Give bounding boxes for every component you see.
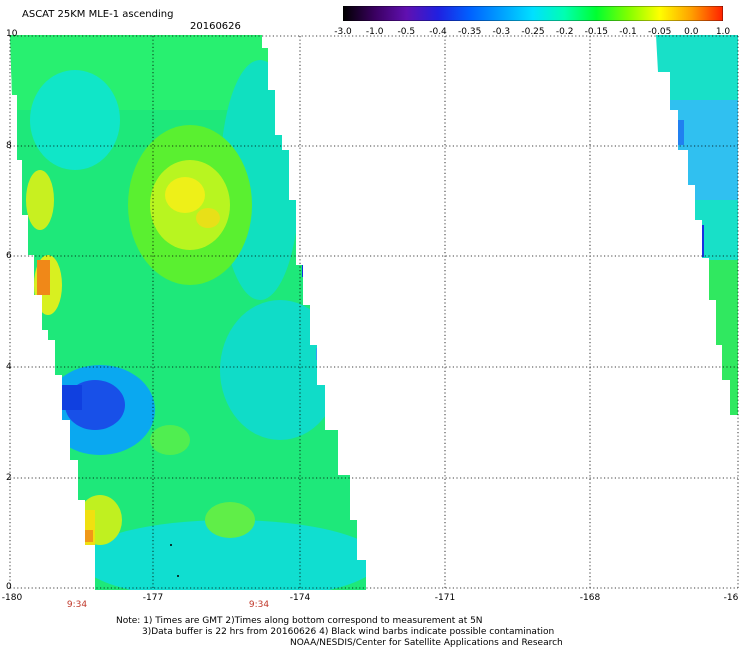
x-label-177: -177 — [142, 593, 164, 603]
x-label-174: -174 — [289, 593, 311, 603]
colorbar-ramp — [343, 6, 723, 21]
y-label-2: 2 — [6, 473, 12, 483]
colorbar-label: -0.25 — [521, 27, 545, 37]
colorbar-label: -0.15 — [584, 27, 608, 37]
y-label-4: 4 — [6, 362, 12, 372]
colorbar-label: -0.05 — [648, 27, 672, 37]
note-line-3: NOAA/NESDIS/Center for Satellite Applica… — [290, 638, 563, 648]
x-label-168: -168 — [579, 593, 601, 603]
colorbar-label: 0.0 — [684, 27, 699, 37]
right-swath — [656, 35, 738, 415]
pass-time-1: 9:34 — [66, 600, 88, 610]
note-line-2: 3)Data buffer is 22 hrs from 20160626 4)… — [142, 627, 555, 637]
colorbar — [343, 6, 723, 21]
x-label-180: -180 — [1, 593, 23, 603]
colorbar-label: -0.5 — [397, 27, 416, 37]
map-date: 20160626 — [190, 21, 241, 32]
colorbar-label: -1.0 — [365, 27, 384, 37]
x-label-16: -16 — [723, 593, 739, 603]
colorbar-label: -0.2 — [555, 27, 574, 37]
wind-barb — [170, 544, 172, 546]
colorbar-label: -0.35 — [458, 27, 482, 37]
y-label-6: 6 — [6, 251, 12, 261]
colorbar-label: -0.4 — [429, 27, 447, 37]
y-label-10: 10 — [6, 29, 18, 39]
wind-barb — [177, 575, 179, 577]
colorbar-label: -3.0 — [334, 27, 352, 37]
map-title: ASCAT 25KM MLE-1 ascending — [22, 9, 174, 20]
note-line-1: Note: 1) Times are GMT 2)Times along bot… — [116, 616, 483, 626]
x-label-171: -171 — [434, 593, 456, 603]
y-label-8: 8 — [6, 141, 12, 151]
pass-time-2: 9:34 — [248, 600, 270, 610]
colorbar-label: -0.1 — [619, 27, 637, 37]
left-swath — [10, 35, 366, 590]
colorbar-label: -0.3 — [492, 27, 511, 37]
colorbar-label: 1.0 — [715, 27, 731, 37]
y-label-0: 0 — [6, 582, 12, 592]
